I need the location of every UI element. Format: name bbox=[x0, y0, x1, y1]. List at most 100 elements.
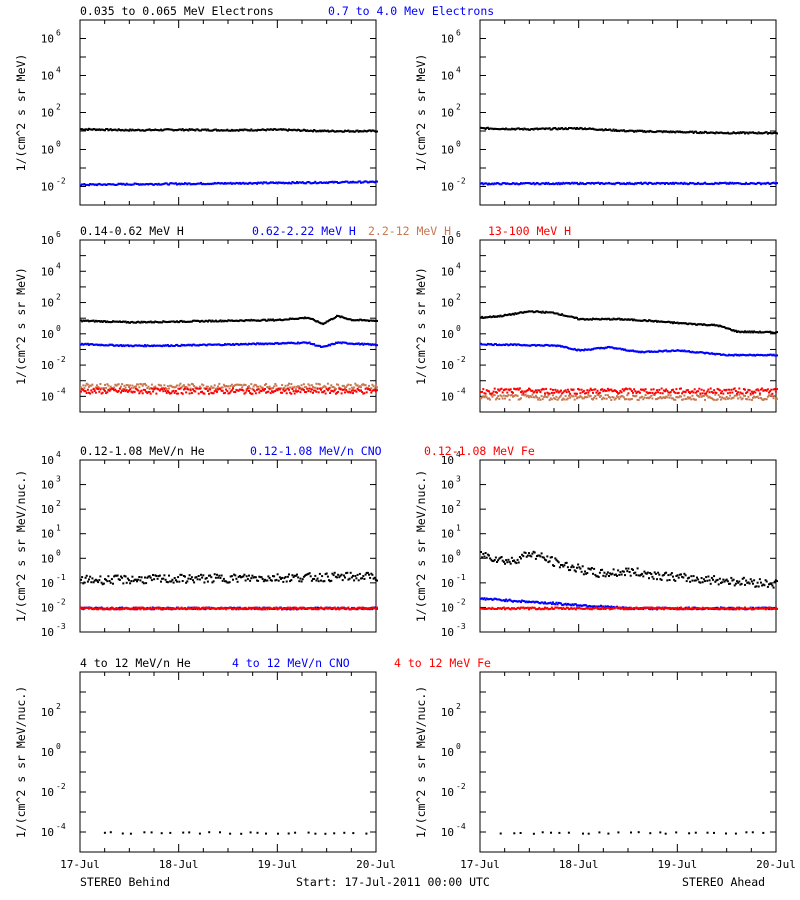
data-point bbox=[216, 182, 218, 185]
data-point bbox=[329, 580, 332, 583]
data-point bbox=[180, 573, 183, 576]
data-point bbox=[222, 577, 225, 580]
data-point bbox=[140, 389, 143, 392]
data-point bbox=[329, 392, 332, 394]
data-point bbox=[164, 608, 167, 610]
data-point bbox=[610, 573, 613, 576]
data-point bbox=[217, 388, 220, 391]
data-point bbox=[500, 387, 503, 390]
data-point bbox=[481, 556, 484, 559]
data-point bbox=[515, 182, 518, 185]
data-point bbox=[283, 318, 286, 321]
data-point bbox=[220, 606, 223, 609]
data-point bbox=[556, 603, 559, 606]
data-point bbox=[601, 388, 604, 391]
data-point bbox=[696, 182, 698, 185]
data-point bbox=[683, 394, 686, 397]
data-point bbox=[530, 310, 533, 313]
data-point bbox=[101, 128, 104, 131]
data-point bbox=[549, 128, 552, 131]
data-point bbox=[284, 576, 287, 578]
data-point bbox=[226, 343, 229, 346]
data-point bbox=[515, 600, 518, 603]
data-point bbox=[203, 128, 206, 131]
data-point bbox=[589, 568, 592, 571]
data-point bbox=[754, 354, 757, 357]
data-point bbox=[618, 182, 621, 184]
data-point bbox=[690, 130, 693, 133]
data-point bbox=[676, 392, 679, 395]
data-point bbox=[272, 318, 274, 321]
data-point bbox=[186, 320, 189, 323]
panel-title-2-1: 0.14-0.62 MeV H bbox=[80, 224, 184, 238]
data-point bbox=[259, 342, 262, 345]
data-point bbox=[748, 182, 751, 185]
data-point bbox=[661, 396, 664, 399]
data-point bbox=[221, 344, 224, 347]
data-point bbox=[628, 607, 631, 610]
data-point bbox=[770, 331, 773, 334]
panel-title-2-4: 13-100 MeV H bbox=[488, 224, 571, 238]
data-point bbox=[194, 344, 197, 347]
data-point bbox=[277, 128, 280, 131]
data-point bbox=[584, 392, 586, 395]
data-point bbox=[764, 330, 767, 333]
data-point bbox=[158, 183, 161, 186]
data-point bbox=[701, 183, 704, 185]
data-point bbox=[501, 391, 504, 394]
data-point bbox=[155, 606, 158, 609]
data-point bbox=[364, 343, 367, 346]
data-point bbox=[762, 389, 765, 392]
data-point bbox=[489, 315, 492, 318]
data-point bbox=[195, 344, 198, 347]
data-point bbox=[584, 570, 586, 573]
data-point bbox=[292, 128, 295, 131]
data-point bbox=[596, 318, 599, 321]
data-point bbox=[612, 396, 615, 399]
data-point bbox=[558, 128, 561, 130]
data-point bbox=[164, 128, 167, 131]
data-point bbox=[171, 320, 174, 323]
data-point bbox=[593, 318, 596, 320]
data-point bbox=[202, 606, 205, 609]
data-point bbox=[684, 131, 687, 134]
data-point bbox=[526, 394, 529, 397]
data-point bbox=[281, 384, 284, 386]
data-point bbox=[369, 389, 372, 391]
data-point bbox=[125, 606, 128, 609]
data-point bbox=[276, 318, 279, 321]
data-point bbox=[157, 383, 160, 386]
data-point bbox=[346, 384, 349, 387]
data-point bbox=[178, 128, 181, 131]
data-point bbox=[345, 317, 348, 320]
data-point bbox=[613, 347, 616, 350]
data-point bbox=[605, 182, 608, 185]
data-point bbox=[350, 389, 353, 392]
data-point bbox=[749, 131, 752, 134]
data-point bbox=[108, 607, 111, 610]
data-point bbox=[579, 567, 582, 570]
data-point bbox=[320, 606, 322, 609]
data-point bbox=[360, 343, 362, 345]
data-point bbox=[481, 127, 484, 129]
data-point bbox=[176, 320, 178, 323]
data-point bbox=[621, 348, 624, 350]
data-point bbox=[133, 390, 136, 393]
data-point bbox=[249, 579, 252, 582]
data-point bbox=[244, 319, 247, 322]
data-point bbox=[667, 394, 670, 397]
data-point bbox=[708, 391, 711, 394]
data-point bbox=[548, 399, 551, 402]
data-point bbox=[586, 389, 589, 392]
data-point bbox=[494, 607, 497, 610]
data-point bbox=[259, 129, 262, 132]
data-point bbox=[692, 351, 695, 354]
data-point bbox=[648, 181, 650, 184]
data-point bbox=[632, 129, 634, 132]
data-point bbox=[194, 386, 197, 389]
data-point bbox=[765, 182, 768, 185]
data-point bbox=[357, 386, 360, 389]
data-point bbox=[528, 310, 530, 313]
data-point bbox=[218, 343, 221, 346]
data-point bbox=[291, 342, 294, 345]
